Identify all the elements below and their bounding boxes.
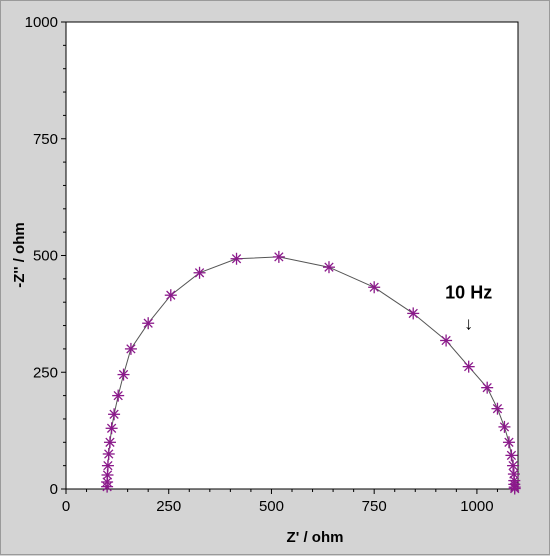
data-point <box>407 307 420 320</box>
data-point <box>193 266 206 279</box>
data-point <box>502 436 515 449</box>
data-point <box>101 475 114 488</box>
y-tick-label: 250 <box>33 364 58 381</box>
data-point <box>272 250 285 263</box>
data-point <box>164 289 177 302</box>
y-tick-label: 0 <box>50 481 58 498</box>
data-point <box>124 342 137 355</box>
data-point <box>230 252 243 265</box>
annotation-label: 10 Hz <box>445 282 492 302</box>
data-point <box>368 281 381 294</box>
y-axis-title: -Z'' / ohm <box>11 222 28 287</box>
data-point <box>507 459 520 472</box>
data-point <box>108 408 121 421</box>
data-point <box>491 402 504 415</box>
x-tick-label: 750 <box>362 498 387 515</box>
data-point <box>498 420 511 433</box>
data-point <box>481 381 494 394</box>
data-point <box>102 447 115 460</box>
data-point <box>112 389 125 402</box>
annotation-layer: 10 Hz ↓ <box>445 282 492 333</box>
data-point <box>103 436 116 449</box>
data-point <box>117 368 130 381</box>
x-tick-label: 250 <box>156 498 181 515</box>
y-tick-label: 1000 <box>25 14 58 31</box>
data-point <box>462 360 475 373</box>
data-point <box>142 317 155 330</box>
y-tick-label: 750 <box>33 131 58 148</box>
x-axis-title: Z' / ohm <box>287 529 344 546</box>
x-axis: 0 250 500 750 1000 <box>62 489 519 515</box>
x-tick-label: 1000 <box>460 498 493 515</box>
y-axis: 0 250 500 750 1000 <box>25 14 66 498</box>
y-tick-label: 500 <box>33 248 58 265</box>
annotation-arrow: ↓ <box>464 313 473 333</box>
data-point <box>440 334 453 347</box>
data-point <box>105 422 118 435</box>
data-point <box>508 482 521 495</box>
x-tick-label: 500 <box>259 498 284 515</box>
series-layer <box>101 250 521 495</box>
data-point <box>505 449 518 462</box>
data-point <box>322 261 335 274</box>
plot-area <box>65 21 519 490</box>
data-point <box>101 459 114 472</box>
x-tick-label: 0 <box>62 498 70 515</box>
